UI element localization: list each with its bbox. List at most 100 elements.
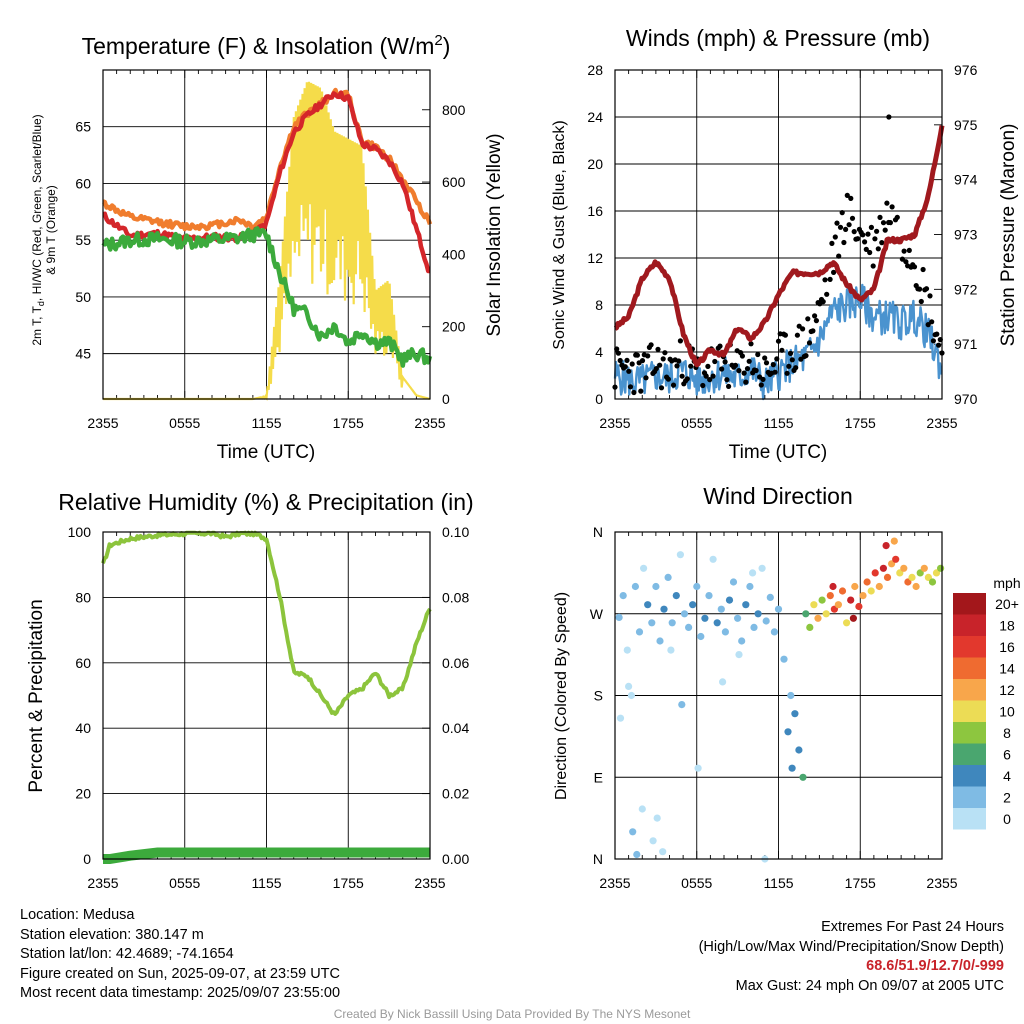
y-tick-label: 80 bbox=[75, 589, 91, 605]
gust-point bbox=[865, 231, 871, 237]
y-tick-label: 60 bbox=[75, 655, 91, 671]
temperature-plot-frame bbox=[102, 69, 431, 400]
wind-direction-point bbox=[705, 592, 713, 600]
gust-point bbox=[726, 383, 732, 389]
humidity-ylabel: Percent & Precipitation bbox=[26, 599, 47, 792]
wind-direction-point bbox=[843, 619, 851, 627]
gust-point bbox=[846, 222, 852, 228]
gust-point bbox=[923, 286, 930, 292]
gust-point bbox=[779, 347, 785, 353]
colorbar-label: 2 bbox=[1003, 790, 1011, 806]
wind-direction-point bbox=[851, 582, 859, 591]
gust-point bbox=[626, 368, 632, 374]
y-tick-label: 65 bbox=[75, 119, 91, 135]
wind-direction-point bbox=[653, 814, 661, 822]
gust-point bbox=[839, 210, 845, 216]
gust-point bbox=[758, 382, 764, 388]
x-tick-label: 2355 bbox=[87, 415, 118, 431]
wind-direction-point bbox=[709, 555, 717, 563]
gust-point bbox=[710, 373, 716, 379]
wind-direction-point bbox=[758, 564, 766, 572]
wind-direction-point bbox=[749, 569, 757, 577]
wind-direction-point bbox=[920, 564, 928, 572]
wind-direction-point bbox=[908, 573, 916, 582]
gust-point bbox=[615, 350, 622, 356]
gust-point bbox=[836, 253, 842, 259]
y-tick-label: 4 bbox=[595, 344, 603, 360]
temperature-ylabel-line1: 2m T, Td, HI/WC (Red, Green, Scarlet/Blu… bbox=[30, 114, 46, 345]
x-tick-label: 2355 bbox=[414, 415, 445, 431]
wind-direction-point bbox=[924, 573, 933, 582]
colorbar-swatch bbox=[953, 636, 986, 658]
colorbar-label: 10 bbox=[999, 704, 1015, 720]
gust-point bbox=[763, 360, 770, 366]
temperature-ylabel-t: 2m T, T bbox=[30, 305, 44, 345]
y2-tick-label: 200 bbox=[442, 319, 466, 335]
wind-direction-point bbox=[644, 601, 652, 609]
y-tick-label: W bbox=[590, 606, 604, 622]
gust-point bbox=[774, 356, 780, 362]
gust-point bbox=[812, 313, 818, 319]
gust-point bbox=[736, 368, 742, 374]
y2-tick-label: 973 bbox=[954, 227, 978, 243]
station-elevation: Station elevation: 380.147 m bbox=[20, 926, 204, 943]
gust-point bbox=[894, 214, 900, 220]
y-tick-label: 0 bbox=[595, 391, 603, 407]
gust-point bbox=[868, 224, 875, 230]
gust-point bbox=[643, 375, 649, 381]
y2-tick-label: 972 bbox=[954, 281, 978, 297]
temperature-title-sup: 2 bbox=[434, 32, 442, 49]
wind-direction-point bbox=[638, 805, 646, 813]
wind-direction-point bbox=[660, 605, 668, 613]
y-tick-label: 40 bbox=[75, 720, 91, 736]
wind-direction-point bbox=[826, 592, 834, 600]
wind-direction-point bbox=[847, 596, 855, 604]
gust-point bbox=[782, 332, 789, 338]
wind-direction-point bbox=[719, 678, 727, 686]
colorbar-swatch bbox=[953, 722, 986, 744]
colorbar-label: 20+ bbox=[995, 596, 1019, 612]
x-tick-label: 1155 bbox=[251, 875, 281, 891]
wind-direction-point bbox=[754, 610, 762, 618]
extremes-values: 68.6/51.9/12.7/0/-999 bbox=[866, 958, 1004, 974]
gust-point bbox=[874, 228, 880, 234]
y2-tick-label: 0.06 bbox=[442, 655, 469, 671]
x-tick-label: 2355 bbox=[926, 415, 957, 431]
temperature-title: Temperature (F) & Insolation (W/m2) bbox=[82, 32, 451, 59]
wind-direction-point bbox=[725, 596, 734, 604]
colorbar-label: 12 bbox=[999, 682, 1015, 698]
extremes-heading: Extremes For Past 24 Hours bbox=[821, 919, 1004, 935]
gust-point bbox=[677, 338, 684, 344]
gust-point bbox=[639, 358, 646, 364]
wind-direction-point bbox=[810, 601, 818, 609]
gust-point bbox=[901, 248, 907, 254]
gust-point bbox=[676, 358, 682, 364]
wind-direction-point bbox=[689, 601, 697, 609]
x-tick-label: 1755 bbox=[845, 875, 876, 891]
wind-direction-point bbox=[867, 587, 875, 595]
y-tick-label: 20 bbox=[75, 786, 91, 802]
gust-point bbox=[794, 332, 801, 338]
gust-point bbox=[929, 319, 935, 325]
wind-direction-point bbox=[635, 628, 644, 636]
gust-point bbox=[775, 338, 782, 344]
y-tick-label: 8 bbox=[595, 297, 603, 313]
gust-point bbox=[875, 246, 881, 252]
gust-point bbox=[880, 220, 887, 226]
x-tick-label: 0555 bbox=[169, 415, 200, 431]
gust-point bbox=[719, 366, 725, 372]
x-tick-label: 0555 bbox=[681, 415, 712, 431]
wind-direction-point bbox=[900, 564, 908, 572]
y2-tick-label: 0 bbox=[442, 391, 450, 407]
x-tick-label: 1155 bbox=[763, 875, 793, 891]
gust-point bbox=[684, 376, 690, 382]
gust-point bbox=[934, 331, 940, 337]
gust-point bbox=[784, 370, 790, 376]
gust-point bbox=[786, 363, 792, 369]
colorbar-swatch bbox=[953, 593, 986, 615]
wind-direction-point bbox=[814, 614, 822, 622]
colorbar-swatch bbox=[953, 700, 986, 722]
wind-direction-point bbox=[859, 592, 867, 600]
gust-point bbox=[920, 266, 926, 273]
